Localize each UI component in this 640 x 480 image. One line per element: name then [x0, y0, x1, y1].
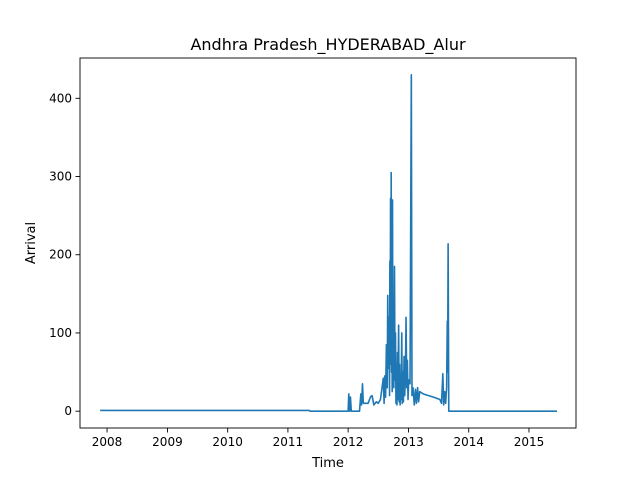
x-tick-label: 2008 — [92, 435, 123, 449]
y-tick-label: 100 — [49, 326, 72, 340]
y-tick-label: 200 — [49, 248, 72, 262]
plot-area — [100, 74, 558, 412]
y-axis: 0 100 200 300 400 — [49, 91, 80, 418]
x-tick-label: 2011 — [273, 435, 304, 449]
y-tick-label: 300 — [49, 170, 72, 184]
series-line-0 — [100, 74, 558, 412]
y-tick-label: 0 — [64, 404, 72, 418]
x-axis: 2008 2009 2010 2011 2012 2013 2014 2015 — [92, 428, 544, 449]
x-tick-label: 2009 — [152, 435, 183, 449]
chart-title: Andhra Pradesh_HYDERABAD_Alur — [190, 35, 466, 55]
x-tick-label: 2015 — [514, 435, 545, 449]
y-tick-label: 400 — [49, 91, 72, 105]
plot-frame — [79, 57, 577, 429]
x-axis-label: Time — [311, 456, 344, 471]
x-tick-label: 2012 — [333, 435, 364, 449]
x-tick-label: 2013 — [393, 435, 424, 449]
x-tick-label: 2014 — [453, 435, 484, 449]
y-axis-label: Arrival — [24, 222, 39, 264]
x-tick-label: 2010 — [212, 435, 243, 449]
